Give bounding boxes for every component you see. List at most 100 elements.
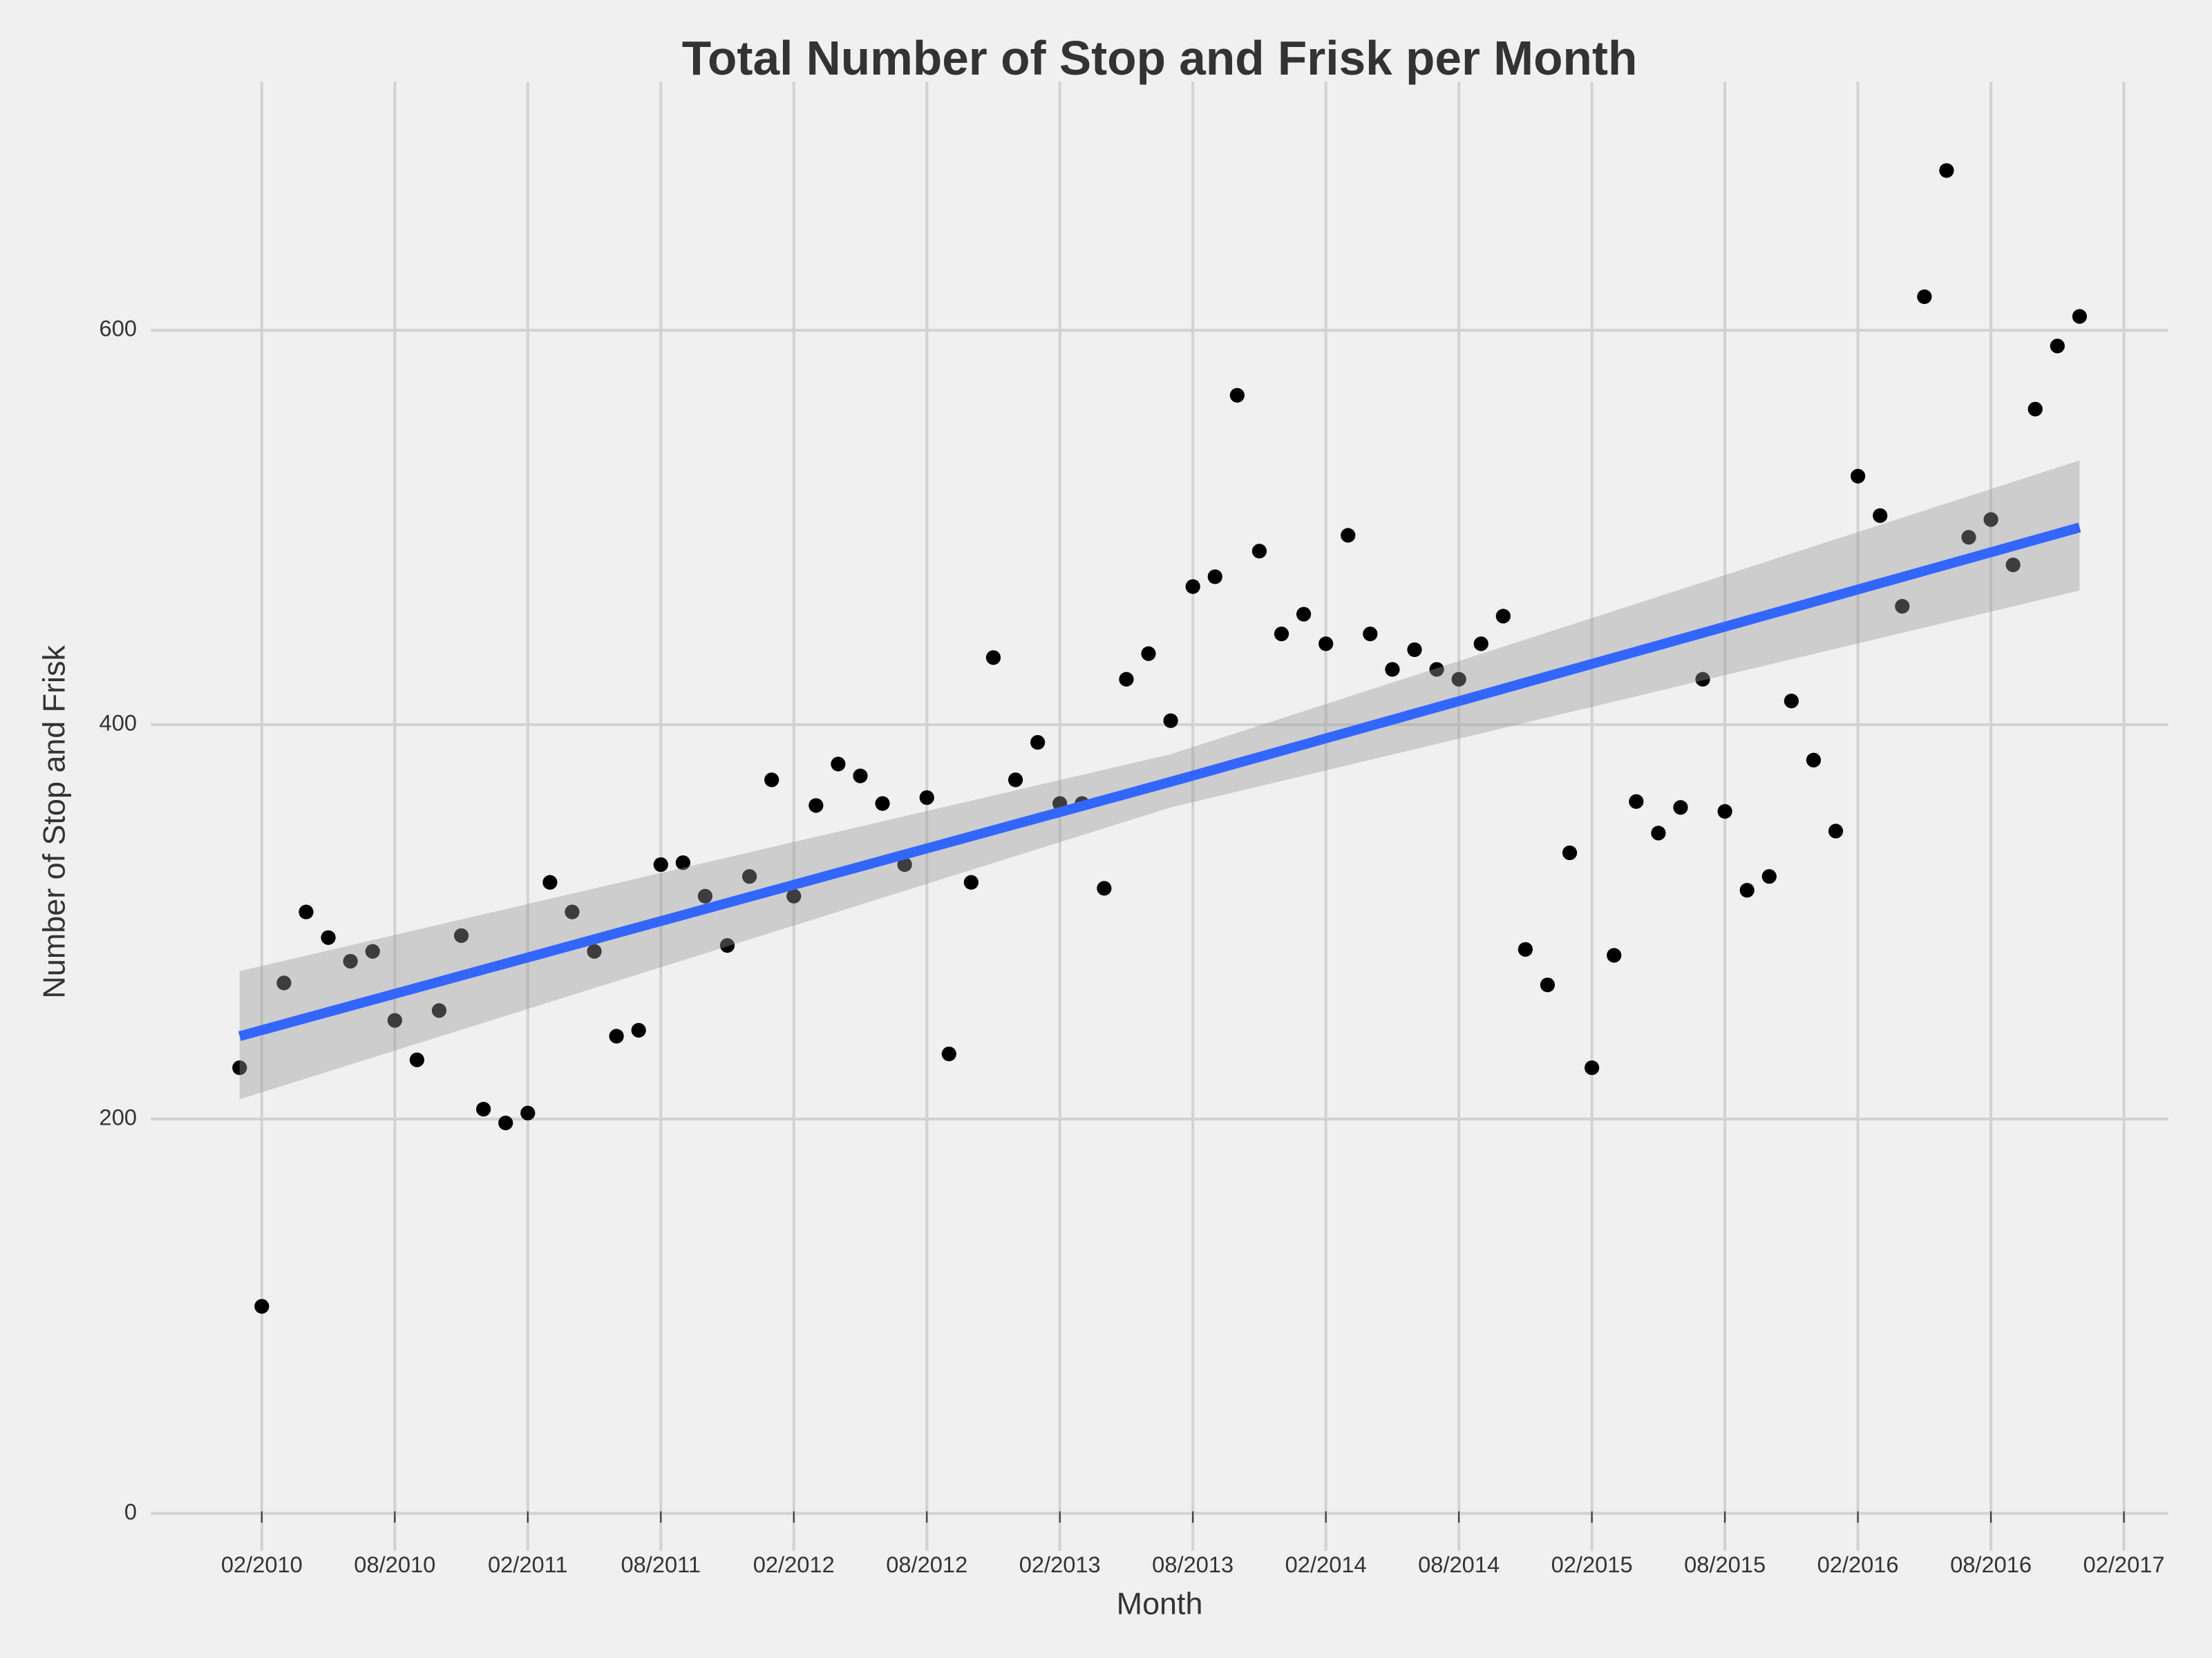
point xyxy=(1850,468,1866,484)
point xyxy=(1473,636,1488,651)
point xyxy=(1341,528,1356,543)
x-tick-label: 02/2016 xyxy=(1817,1552,1899,1577)
point xyxy=(387,1013,402,1028)
point xyxy=(1207,569,1222,584)
point xyxy=(1274,626,1289,642)
x-tick-label: 02/2010 xyxy=(221,1552,303,1577)
point xyxy=(587,944,602,959)
point xyxy=(1585,1060,1600,1076)
point xyxy=(1607,948,1622,963)
point xyxy=(897,857,912,873)
point xyxy=(1296,607,1312,622)
x-tick-label: 08/2016 xyxy=(1950,1552,2032,1577)
x-tick-label: 08/2012 xyxy=(886,1552,967,1577)
point xyxy=(697,888,713,904)
point xyxy=(1185,579,1200,594)
point xyxy=(1717,803,1732,819)
point xyxy=(409,1052,425,1067)
point xyxy=(1363,626,1378,642)
point xyxy=(1562,845,1578,861)
point xyxy=(1518,942,1533,957)
point xyxy=(1961,530,1976,545)
point xyxy=(1983,512,1998,527)
point xyxy=(1651,826,1666,841)
point xyxy=(276,975,292,991)
point xyxy=(786,888,802,904)
point xyxy=(609,1029,624,1044)
point xyxy=(985,650,1001,665)
x-tick-label: 02/2011 xyxy=(488,1552,568,1577)
point xyxy=(299,904,314,919)
point xyxy=(919,790,934,806)
point xyxy=(831,756,846,772)
x-tick-label: 08/2011 xyxy=(621,1552,701,1577)
point xyxy=(1097,881,1112,896)
chart-title: Total Number of Stop and Frisk per Month xyxy=(682,31,1638,85)
point xyxy=(1119,671,1134,687)
x-tick-label: 02/2015 xyxy=(1551,1552,1633,1577)
point xyxy=(1451,671,1466,687)
point xyxy=(1163,713,1178,728)
point xyxy=(431,1003,447,1018)
point xyxy=(2005,558,2021,573)
point xyxy=(1495,609,1511,624)
point xyxy=(1385,662,1400,677)
point xyxy=(321,930,336,945)
point xyxy=(365,944,380,959)
point xyxy=(1429,662,1444,677)
point xyxy=(653,857,668,873)
x-tick-label: 08/2013 xyxy=(1152,1552,1233,1577)
point xyxy=(1673,800,1688,815)
x-tick-label: 02/2014 xyxy=(1285,1552,1367,1577)
point xyxy=(1695,671,1710,687)
x-tick-label: 02/2013 xyxy=(1019,1552,1101,1577)
x-axis-label: Month xyxy=(1117,1585,1203,1621)
point xyxy=(809,798,824,813)
point xyxy=(675,855,690,870)
point xyxy=(853,768,868,783)
y-tick-label: 400 xyxy=(100,710,137,736)
point xyxy=(1030,734,1046,750)
point xyxy=(1895,599,1910,614)
point xyxy=(1318,636,1334,651)
point xyxy=(232,1060,247,1076)
point xyxy=(520,1105,536,1121)
point xyxy=(254,1299,270,1314)
point xyxy=(764,772,779,788)
point xyxy=(1251,544,1267,559)
point xyxy=(2072,309,2088,324)
point xyxy=(719,937,735,953)
point xyxy=(498,1115,513,1131)
point xyxy=(2050,339,2065,354)
point xyxy=(453,928,469,943)
point xyxy=(1828,823,1844,839)
point xyxy=(1784,694,1799,709)
point xyxy=(963,875,979,890)
point xyxy=(1008,772,1023,788)
point xyxy=(565,904,580,919)
point xyxy=(343,953,358,969)
point xyxy=(941,1046,956,1062)
point xyxy=(1229,388,1245,403)
point xyxy=(1761,869,1777,884)
point xyxy=(1141,646,1156,661)
x-tick-label: 08/2015 xyxy=(1684,1552,1766,1577)
point xyxy=(542,875,558,890)
y-tick-label: 600 xyxy=(100,316,137,341)
point xyxy=(1806,752,1822,768)
point xyxy=(741,869,757,884)
x-tick-label: 02/2017 xyxy=(2083,1552,2165,1577)
point xyxy=(1540,978,1556,993)
point xyxy=(476,1101,491,1117)
point xyxy=(1917,289,1932,305)
point xyxy=(1407,642,1422,658)
trend-line xyxy=(238,522,2081,1041)
point xyxy=(875,796,890,811)
y-tick-label: 200 xyxy=(100,1104,137,1130)
point xyxy=(1873,508,1888,523)
x-tick-label: 02/2012 xyxy=(753,1552,835,1577)
point xyxy=(1739,883,1755,898)
